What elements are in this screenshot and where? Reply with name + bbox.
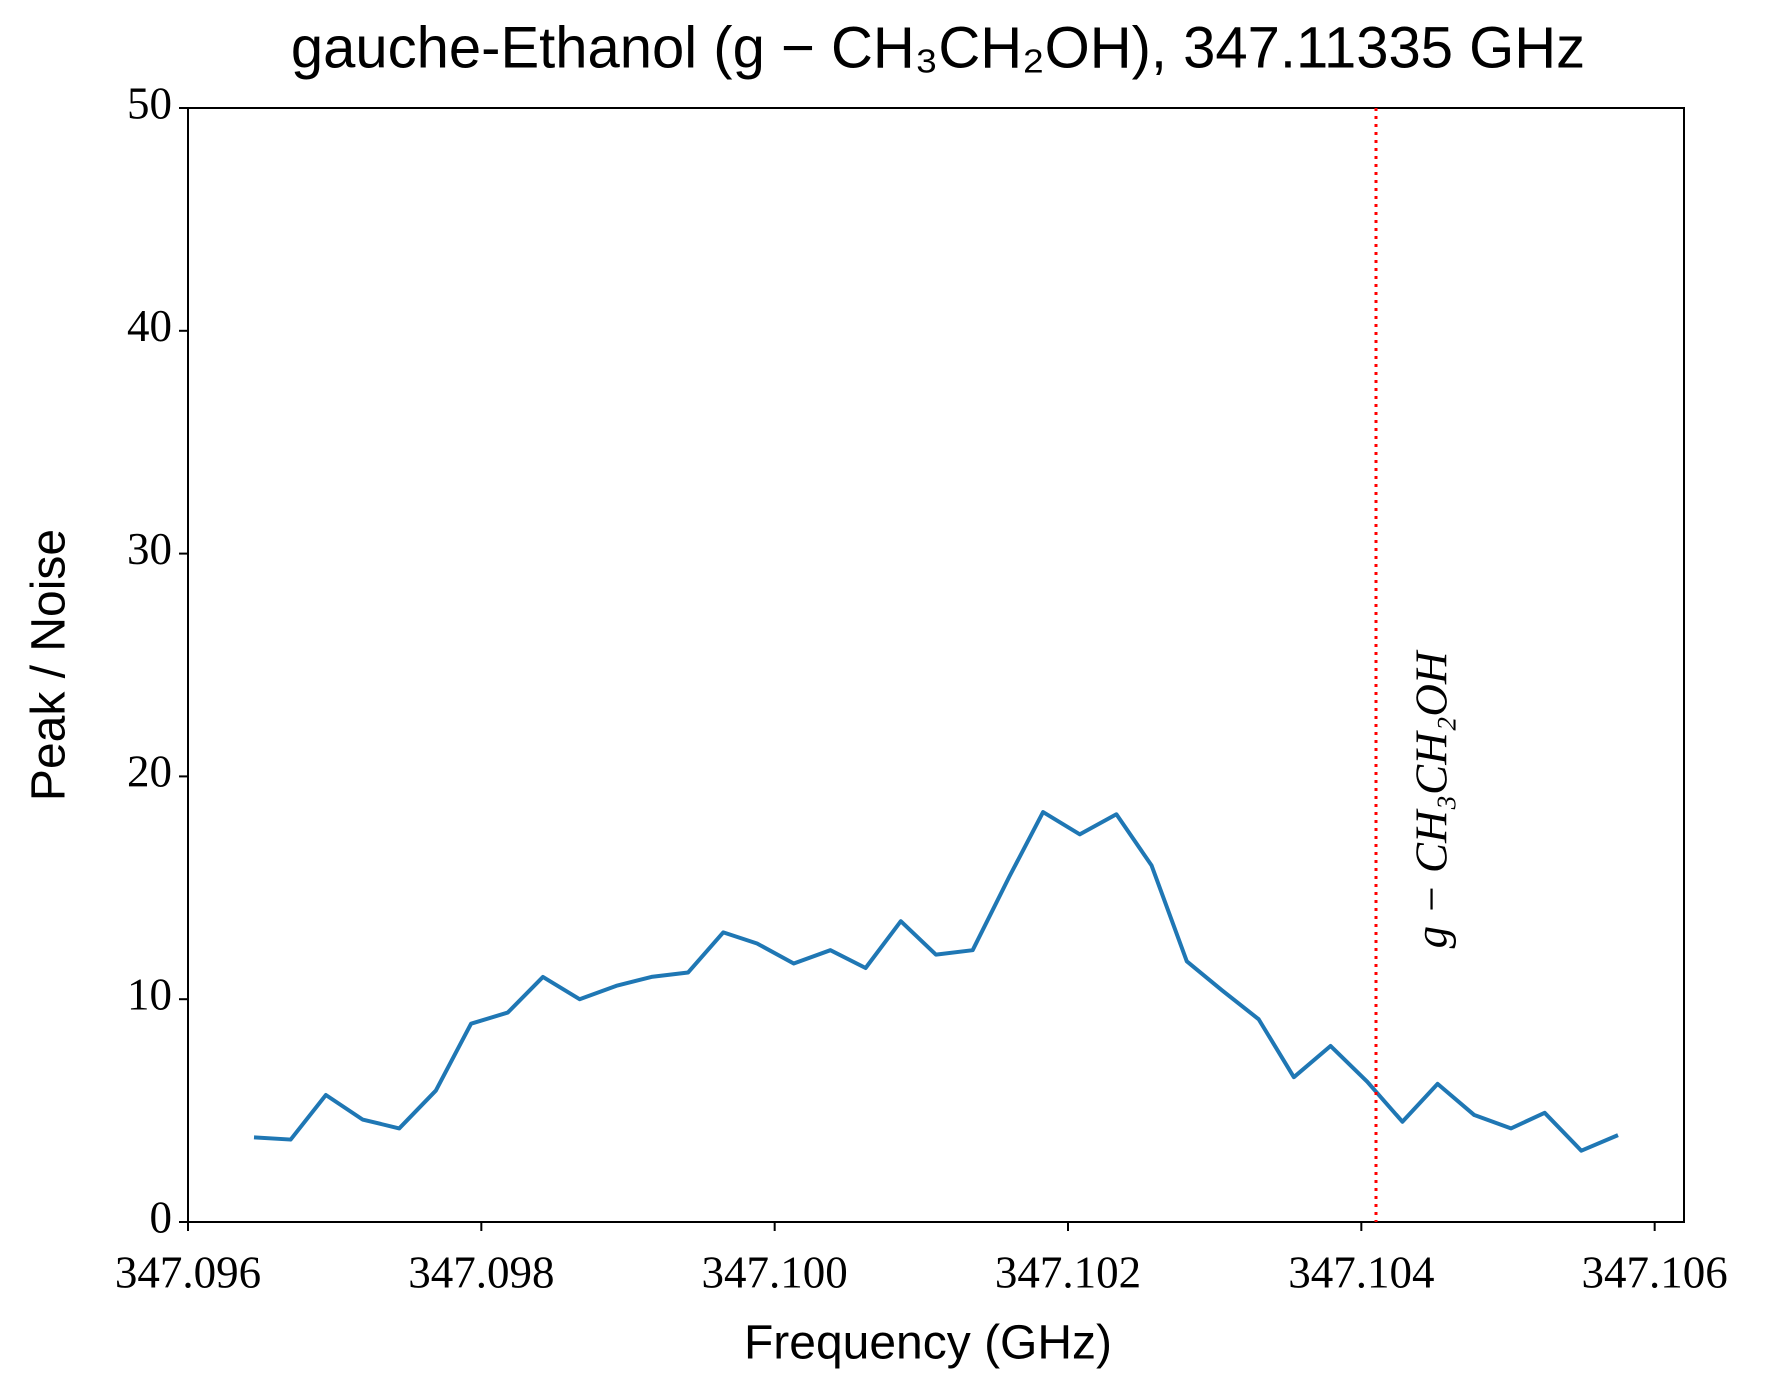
x-tick-label: 347.104 <box>1288 1247 1434 1297</box>
y-tick-label: 0 <box>150 1192 173 1242</box>
x-tick-label: 347.098 <box>408 1247 554 1297</box>
x-axis-label: Frequency (GHz) <box>744 1317 1112 1370</box>
y-tick-label: 50 <box>127 78 172 128</box>
x-tick-label: 347.100 <box>702 1247 848 1297</box>
y-tick-label: 10 <box>127 970 172 1020</box>
y-tick-label: 20 <box>127 747 172 797</box>
y-axis-label: Peak / Noise <box>23 529 76 801</box>
x-tick-label: 347.096 <box>115 1247 261 1297</box>
y-tick-label: 30 <box>127 524 172 574</box>
x-tick-label: 347.106 <box>1582 1247 1728 1297</box>
reference-label: g − CH₃CH₂OH <box>1406 649 1456 948</box>
data-line <box>253 810 1619 1153</box>
x-tick-label: 347.102 <box>995 1247 1141 1297</box>
plot-frame <box>187 107 1685 1223</box>
y-tick-label: 40 <box>127 301 172 351</box>
chart-title: gauche-Ethanol (g − CH₃CH₂OH), 347.11335… <box>291 15 1585 80</box>
